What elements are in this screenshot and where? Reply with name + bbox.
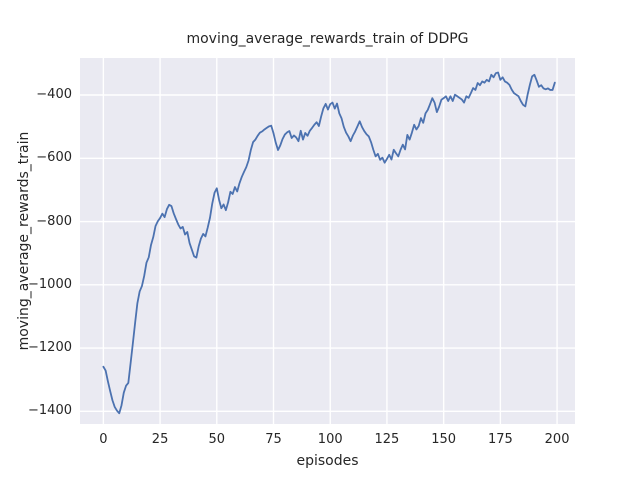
x-tick-label: 175 bbox=[487, 432, 513, 447]
y-tick-label: −400 bbox=[36, 87, 72, 102]
y-tick-label: −800 bbox=[36, 213, 72, 229]
x-tick-label: 125 bbox=[374, 432, 400, 447]
x-tick-label: 50 bbox=[208, 432, 226, 447]
x-tick-label: 100 bbox=[317, 432, 343, 447]
x-tick-label: 25 bbox=[151, 432, 169, 447]
x-tick-label: 150 bbox=[431, 432, 457, 447]
chart-title: moving_average_rewards_train of DDPG bbox=[186, 31, 469, 47]
y-tick-label: −1000 bbox=[28, 276, 72, 292]
y-tick-label: −1400 bbox=[28, 403, 72, 419]
x-tick-label: 200 bbox=[544, 432, 570, 447]
series-line bbox=[102, 71, 556, 415]
plot-canvas bbox=[80, 58, 575, 424]
y-axis-label: moving_average_rewards_train bbox=[16, 131, 32, 351]
y-tick-label: −600 bbox=[36, 150, 72, 166]
x-tick-label: 75 bbox=[265, 432, 282, 447]
plot-area bbox=[80, 58, 575, 424]
y-tick-label: −1200 bbox=[28, 340, 72, 356]
x-tick-label: 0 bbox=[99, 432, 108, 447]
x-axis-label: episodes bbox=[296, 453, 359, 469]
